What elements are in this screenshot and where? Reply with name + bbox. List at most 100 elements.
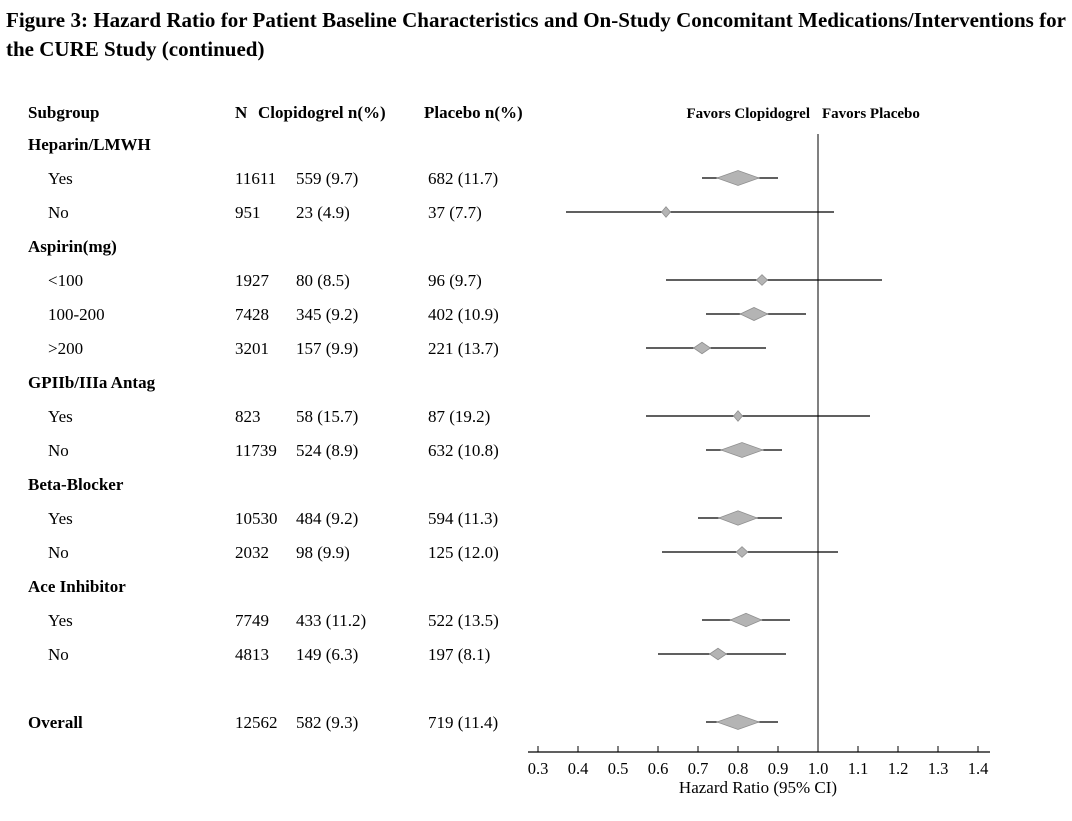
n-value: 1927 (235, 271, 269, 290)
tick-label: 0.3 (528, 759, 549, 778)
n-value: 7749 (235, 611, 269, 630)
table-row: Overall 12562 582 (9.3) 719 (11.4) (0, 710, 520, 736)
clopidogrel-value: 58 (15.7) (296, 407, 359, 426)
placebo-value: 682 (11.7) (428, 169, 499, 188)
placebo-value: 125 (12.0) (428, 543, 499, 562)
tick-label: 1.0 (808, 759, 829, 778)
tick-label: 1.4 (968, 759, 989, 778)
subgroup-label: 100-200 (48, 305, 105, 324)
placebo-value: 87 (19.2) (428, 407, 491, 426)
table-row: GPIIb/IIIa Antag (0, 370, 520, 396)
table-row: Yes 10530 484 (9.2) 594 (11.3) (0, 506, 520, 532)
table-row: Ace Inhibitor (0, 574, 520, 600)
table-row: No 11739 524 (8.9) 632 (10.8) (0, 438, 520, 464)
column-header-subgroup: Subgroup (28, 103, 100, 122)
tick-label: 0.6 (648, 759, 669, 778)
placebo-value: 594 (11.3) (428, 509, 499, 528)
subgroup-label: <100 (48, 271, 84, 290)
table-row: Yes 7749 433 (11.2) 522 (13.5) (0, 608, 520, 634)
n-value: 7428 (235, 305, 269, 324)
subgroup-label: >200 (48, 339, 84, 358)
hr-diamond (692, 341, 712, 355)
n-value: 3201 (235, 339, 269, 358)
placebo-value: 221 (13.7) (428, 339, 499, 358)
column-header-placebo: Placebo n(%) (424, 103, 523, 122)
placebo-value: 37 (7.7) (428, 203, 482, 222)
subgroup-label: Heparin/LMWH (28, 135, 151, 154)
subgroup-label: Aspirin(mg) (28, 237, 117, 256)
hr-diamond (733, 410, 743, 422)
clopidogrel-value: 559 (9.7) (296, 169, 359, 188)
table-row: No 2032 98 (9.9) 125 (12.0) (0, 540, 520, 566)
placebo-value: 719 (11.4) (428, 713, 499, 732)
clopidogrel-value: 98 (9.9) (296, 543, 350, 562)
table-row: >200 3201 157 (9.9) 221 (13.7) (0, 336, 520, 362)
n-value: 11611 (235, 169, 277, 188)
subgroup-label: Yes (48, 509, 73, 528)
tick-label: 1.1 (848, 759, 869, 778)
n-value: 12562 (235, 713, 278, 732)
subgroup-table: Heparin/LMWH Yes 11611 559 (9.7) 682 (11.7) N… (0, 0, 520, 821)
clopidogrel-value: 149 (6.3) (296, 645, 359, 664)
figure-title: Figure 3: Hazard Ratio for Patient Basel… (6, 8, 1066, 61)
subgroup-label: Ace Inhibitor (28, 577, 126, 596)
clopidogrel-value: 524 (8.9) (296, 441, 359, 460)
subgroup-label: Yes (48, 169, 73, 188)
n-value: 4813 (235, 645, 269, 664)
tick-label: 0.7 (688, 759, 709, 778)
placebo-value: 96 (9.7) (428, 271, 482, 290)
column-header-n: N (235, 103, 248, 122)
subgroup-label: No (48, 645, 69, 664)
n-value: 10530 (235, 509, 278, 528)
hr-diamond (708, 647, 728, 661)
table-row: Yes 823 58 (15.7) 87 (19.2) (0, 404, 520, 430)
clopidogrel-value: 23 (4.9) (296, 203, 350, 222)
subgroup-label: Beta-Blocker (28, 475, 124, 494)
tick-label: 0.9 (768, 759, 789, 778)
table-row: No 951 23 (4.9) 37 (7.7) (0, 200, 520, 226)
hr-diamond (715, 170, 761, 186)
x-axis-label: Hazard Ratio (95% CI) (678, 778, 838, 797)
hr-diamond (755, 274, 769, 286)
tick-label: 1.2 (888, 759, 909, 778)
hr-diamond (719, 442, 765, 458)
tick-label: 1.3 (928, 759, 949, 778)
subgroup-label: GPIIb/IIIa Antag (28, 373, 156, 392)
table-row: Beta-Blocker (0, 472, 520, 498)
hr-diamond (717, 510, 759, 526)
subgroup-label: Overall (28, 713, 83, 732)
table-row: 100-200 7428 345 (9.2) 402 (10.9) (0, 302, 520, 328)
n-value: 823 (235, 407, 261, 426)
forest-plot: 0.3 0.4 0.5 0.6 0.7 0.8 0.9 1.0 1.1 1.2 1.3 1.4 (528, 134, 990, 778)
tick-label: 0.8 (728, 759, 749, 778)
column-header-clopidogrel: Clopidogrel n(%) (258, 103, 386, 122)
table-row: Aspirin(mg) (0, 234, 520, 260)
subgroup-label: No (48, 203, 69, 222)
placebo-value: 402 (10.9) (428, 305, 499, 324)
clopidogrel-value: 157 (9.9) (296, 339, 359, 358)
table-row: Yes 11611 559 (9.7) 682 (11.7) (0, 166, 520, 192)
subgroup-label: No (48, 543, 69, 562)
subgroup-label: No (48, 441, 69, 460)
n-value: 2032 (235, 543, 269, 562)
hr-diamond (739, 307, 769, 321)
placebo-value: 197 (8.1) (428, 645, 491, 664)
placebo-value: 632 (10.8) (428, 441, 499, 460)
n-value: 11739 (235, 441, 277, 460)
table-row: No 4813 149 (6.3) 197 (8.1) (0, 642, 520, 668)
table-row: Heparin/LMWH (0, 132, 520, 158)
hr-diamond (715, 714, 761, 730)
favors-clopidogrel-label: Favors Clopidogrel (686, 106, 810, 122)
tick-label: 0.5 (608, 759, 629, 778)
hr-diamond (729, 612, 763, 628)
hr-diamond (661, 206, 671, 218)
subgroup-label: Yes (48, 611, 73, 630)
hr-diamond (735, 546, 749, 558)
table-row: <100 1927 80 (8.5) 96 (9.7) (0, 268, 520, 294)
clopidogrel-value: 80 (8.5) (296, 271, 350, 290)
tick-label: 0.4 (568, 759, 589, 778)
placebo-value: 522 (13.5) (428, 611, 499, 630)
subgroup-label: Yes (48, 407, 73, 426)
clopidogrel-value: 433 (11.2) (296, 611, 367, 630)
